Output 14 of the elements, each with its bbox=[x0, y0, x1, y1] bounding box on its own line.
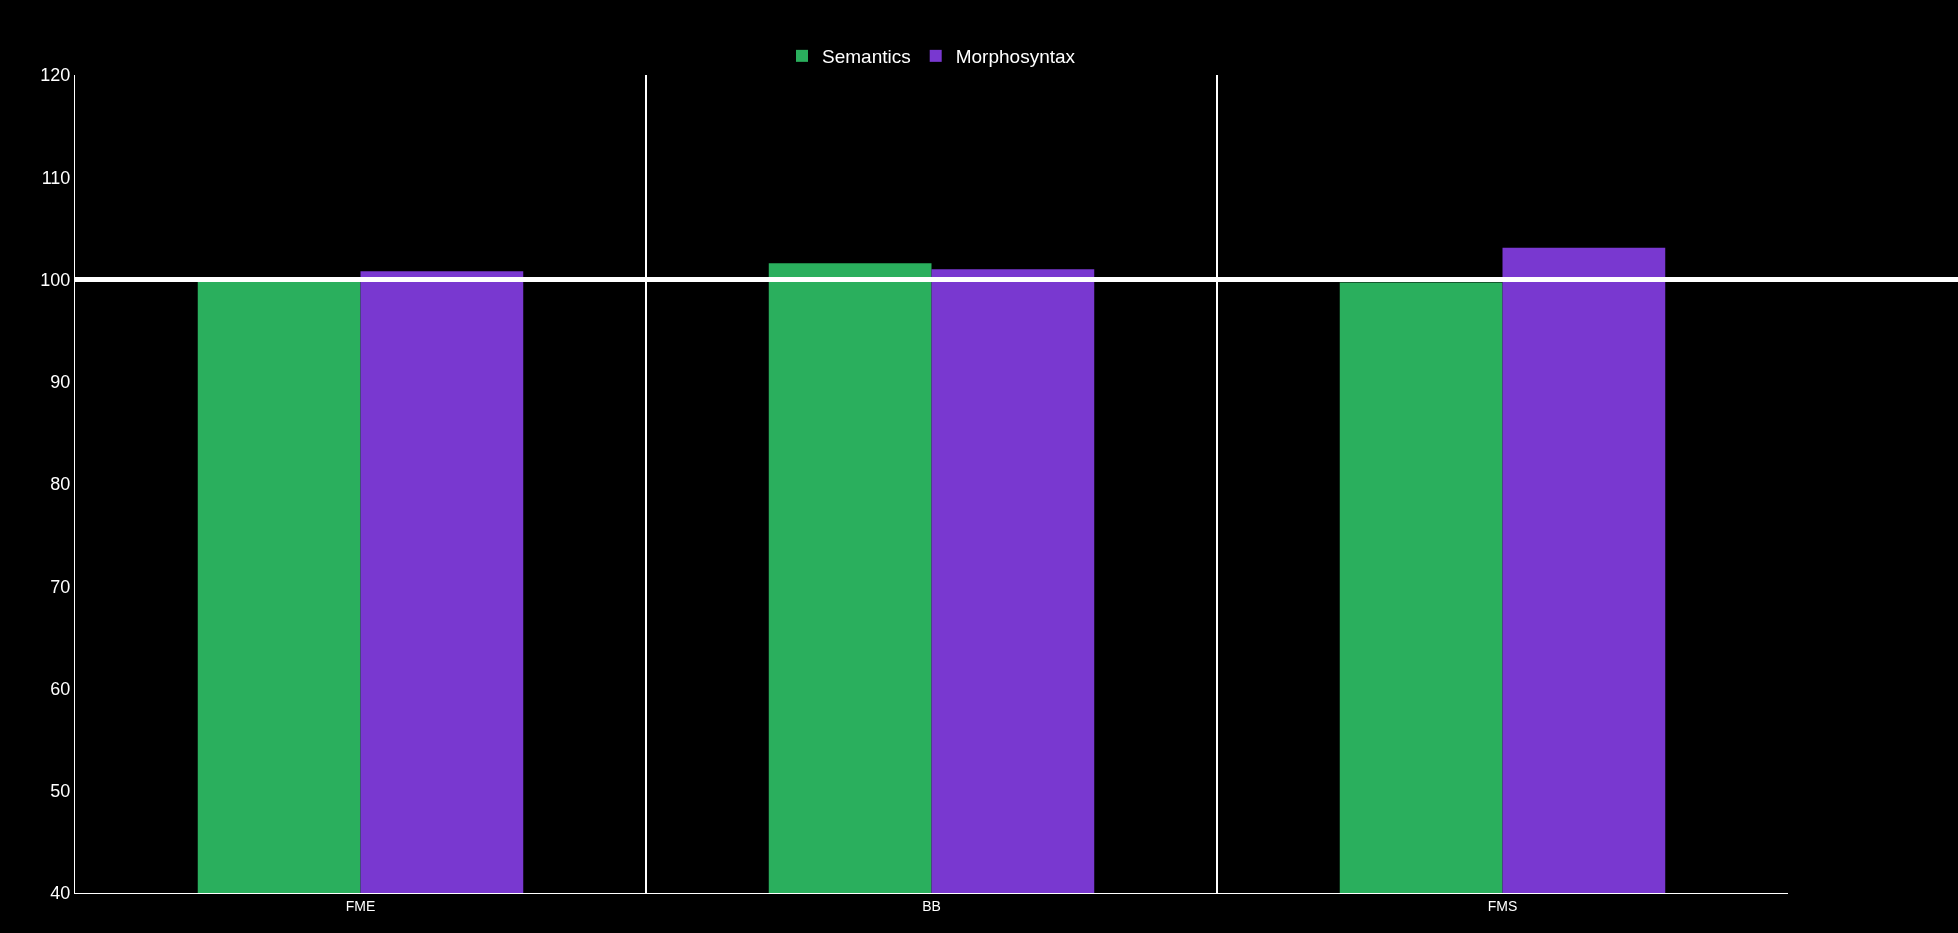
y-tick-label: 90 bbox=[50, 372, 71, 393]
y-tick-label: 40 bbox=[50, 883, 71, 904]
y-tick-label: 60 bbox=[50, 678, 71, 699]
y-tick-label: 80 bbox=[50, 474, 71, 495]
x-tick-label: FMS bbox=[1487, 897, 1518, 914]
y-tick-label: 70 bbox=[50, 576, 71, 597]
x-tick-label: FME bbox=[345, 897, 376, 914]
legend-label: Semantics bbox=[822, 46, 911, 68]
y-tick-label: 110 bbox=[41, 167, 71, 188]
y-tick-label: 50 bbox=[50, 781, 71, 802]
x-tick-label: BB bbox=[922, 897, 941, 914]
legend-label: Morphosyntax bbox=[955, 46, 1076, 68]
y-tick-label: 120 bbox=[40, 65, 71, 86]
y-tick-label: 100 bbox=[40, 269, 71, 290]
